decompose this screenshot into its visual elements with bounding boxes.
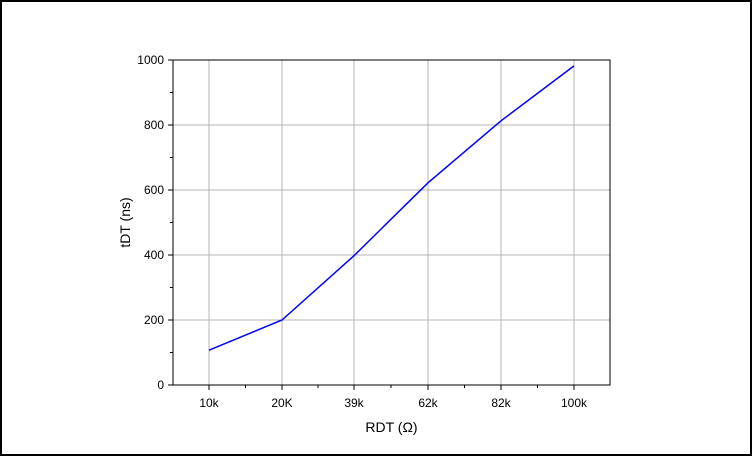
x-tick-label: 82k bbox=[491, 396, 511, 410]
x-tick-label: 10k bbox=[199, 396, 219, 410]
y-tick-label: 1000 bbox=[137, 53, 164, 67]
tick-labels: 10k 20K 39k 62k 82k 100k 0 200 400 600 800 1000 bbox=[137, 53, 588, 410]
plot-area bbox=[172, 59, 611, 386]
x-axis-title: RDT (Ω) bbox=[365, 419, 417, 435]
grid-lines bbox=[173, 60, 610, 385]
y-tick-label: 600 bbox=[144, 183, 164, 197]
x-tick-label: 20K bbox=[271, 396, 292, 410]
y-tick-label: 0 bbox=[157, 378, 164, 392]
series-layer bbox=[208, 65, 575, 351]
x-tick-label: 62k bbox=[418, 396, 438, 410]
y-tick-label: 400 bbox=[144, 248, 164, 262]
axis-ticks bbox=[168, 59, 575, 390]
x-tick-label: 39k bbox=[344, 396, 364, 410]
x-tick-label: 100k bbox=[561, 396, 588, 410]
y-tick-label: 800 bbox=[144, 118, 164, 132]
y-tick-label: 200 bbox=[144, 313, 164, 327]
y-axis-title: tDT (ns) bbox=[117, 197, 133, 247]
series-line bbox=[208, 65, 575, 351]
